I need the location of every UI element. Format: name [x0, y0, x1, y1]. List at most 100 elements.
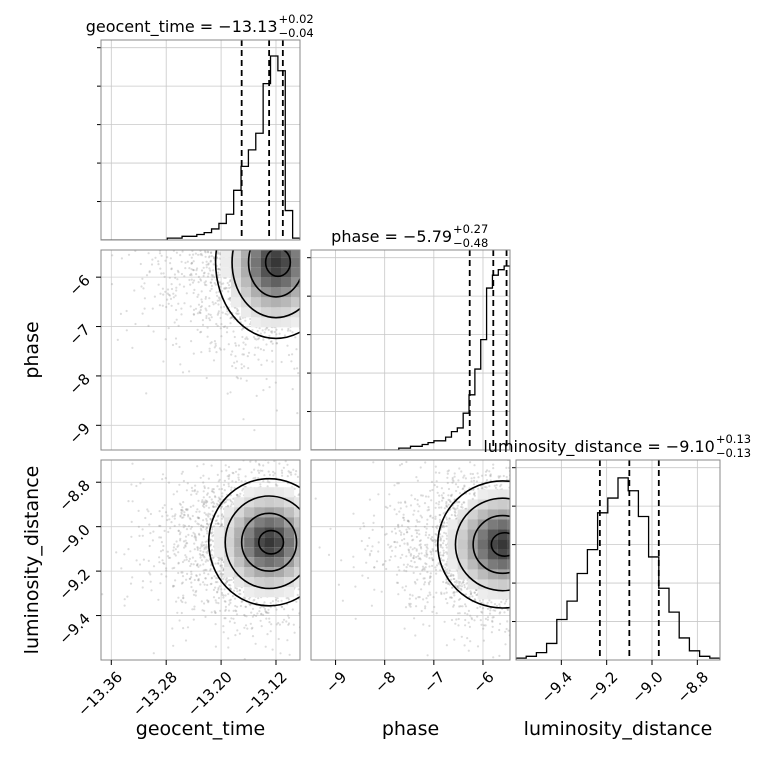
sample-point	[215, 291, 217, 293]
sample-point	[302, 185, 304, 187]
sample-point	[305, 471, 307, 473]
sample-point	[207, 513, 209, 515]
sample-point	[229, 602, 231, 604]
sample-point	[221, 592, 223, 594]
sample-point	[192, 515, 194, 517]
density-cell	[301, 267, 311, 277]
sample-point	[163, 272, 165, 274]
sample-point	[217, 500, 219, 502]
sample-point	[327, 203, 329, 205]
sample-point	[245, 624, 247, 626]
sample-point	[317, 230, 319, 232]
sample-point	[302, 521, 304, 523]
sample-point	[183, 480, 185, 482]
sample-point	[282, 244, 284, 246]
sample-point	[158, 556, 160, 558]
sample-point	[217, 515, 219, 517]
sample-point	[287, 457, 289, 459]
sample-point	[266, 359, 268, 361]
sample-point	[205, 505, 207, 507]
sample-point	[175, 295, 177, 297]
sample-point	[285, 620, 287, 622]
sample-point	[277, 242, 279, 244]
sample-point	[162, 549, 164, 551]
sample-point	[382, 202, 384, 204]
sample-point	[301, 293, 303, 295]
sample-point	[200, 545, 202, 547]
sample-point	[305, 541, 307, 543]
sample-point	[230, 243, 232, 245]
sample-point	[294, 473, 296, 475]
sample-point	[201, 290, 203, 292]
sample-point	[215, 623, 217, 625]
sample-point	[306, 559, 308, 561]
sample-point	[306, 239, 308, 241]
sample-point	[289, 330, 291, 332]
sample-point	[339, 247, 341, 249]
sample-point	[272, 343, 274, 345]
sample-point	[268, 481, 270, 483]
sample-point	[305, 510, 307, 512]
sample-point	[296, 367, 298, 369]
sample-point	[275, 609, 277, 611]
sample-point	[287, 615, 289, 617]
sample-point	[305, 200, 307, 202]
sample-point	[326, 185, 328, 187]
density-cell	[251, 257, 261, 267]
sample-point	[168, 294, 170, 296]
sample-point	[224, 588, 226, 590]
sample-point	[174, 518, 176, 520]
sample-point	[305, 268, 307, 270]
sample-point	[259, 673, 261, 675]
sample-point	[175, 287, 177, 289]
sample-point	[197, 500, 199, 502]
sample-point	[325, 222, 327, 224]
sample-point	[262, 480, 264, 482]
sample-point	[302, 217, 304, 219]
sample-point	[282, 621, 284, 623]
sample-point	[183, 540, 185, 542]
sample-point	[314, 245, 316, 247]
sample-point	[289, 242, 291, 244]
sample-point	[226, 327, 228, 329]
sample-point	[233, 590, 235, 592]
sample-point	[236, 376, 238, 378]
sample-point	[258, 242, 260, 244]
sample-point	[181, 261, 183, 263]
sample-point	[308, 226, 310, 228]
density-cell	[301, 207, 311, 217]
sample-point	[225, 501, 227, 503]
sample-point	[281, 244, 283, 246]
sample-point	[239, 589, 241, 591]
sample-point	[233, 362, 235, 364]
sample-point	[223, 326, 225, 328]
sample-point	[275, 455, 277, 457]
sample-point	[291, 246, 293, 248]
density-cell	[271, 307, 281, 317]
sample-point	[205, 280, 207, 282]
sample-point	[390, 221, 392, 223]
sample-point	[292, 469, 294, 471]
sample-point	[220, 323, 222, 325]
sample-point	[203, 555, 205, 557]
sample-point	[300, 299, 302, 301]
sample-point	[211, 285, 213, 287]
sample-point	[192, 589, 194, 591]
sample-point	[232, 595, 234, 597]
sample-point	[288, 245, 290, 247]
sample-point	[303, 220, 305, 222]
sample-point	[205, 251, 207, 253]
sample-point	[203, 610, 205, 612]
sample-point	[184, 554, 186, 556]
sample-point	[179, 363, 181, 365]
density-cell	[311, 227, 321, 237]
sample-point	[201, 559, 203, 561]
sample-point	[241, 489, 243, 491]
sample-point	[227, 637, 229, 639]
sample-point	[154, 296, 156, 298]
sample-point	[219, 498, 221, 500]
sample-point	[198, 281, 200, 283]
sample-point	[237, 477, 239, 479]
sample-point	[372, 209, 374, 211]
